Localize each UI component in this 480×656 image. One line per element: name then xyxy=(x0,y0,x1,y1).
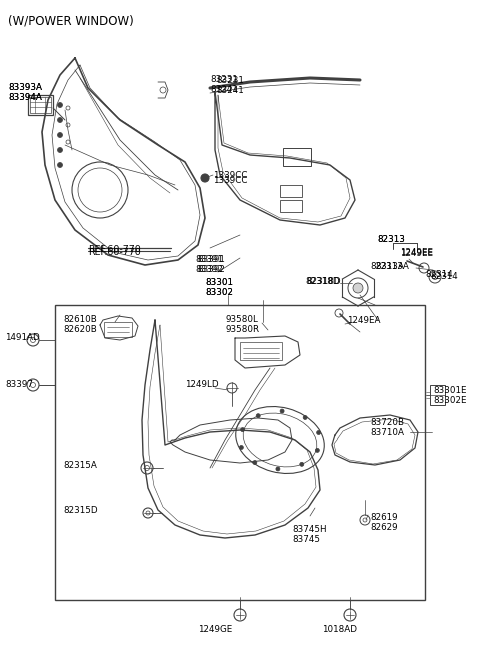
Text: 82315A: 82315A xyxy=(63,461,97,470)
Circle shape xyxy=(58,102,62,108)
Text: 83301E
83302E: 83301E 83302E xyxy=(433,386,467,405)
Text: 1249EA: 1249EA xyxy=(347,316,381,325)
Text: 82314: 82314 xyxy=(430,272,458,281)
Circle shape xyxy=(300,462,304,466)
Text: 82610B
82620B: 82610B 82620B xyxy=(63,315,97,335)
Text: 83397: 83397 xyxy=(5,380,33,389)
Text: 82619
82629: 82619 82629 xyxy=(370,513,397,533)
Text: REF.60-770: REF.60-770 xyxy=(88,248,141,257)
Text: 82313: 82313 xyxy=(377,235,405,244)
Bar xyxy=(55,305,425,600)
Bar xyxy=(30,97,51,113)
Text: 82315D: 82315D xyxy=(63,506,97,515)
Text: 82318D: 82318D xyxy=(306,277,341,286)
Text: 82318D: 82318D xyxy=(305,277,340,286)
Circle shape xyxy=(58,133,62,138)
Circle shape xyxy=(280,409,284,413)
Circle shape xyxy=(201,174,209,182)
Text: 83301
83302: 83301 83302 xyxy=(205,278,233,297)
Text: 83391
83392: 83391 83392 xyxy=(195,255,223,274)
Text: 1339CC: 1339CC xyxy=(213,171,248,180)
Text: 1249EE: 1249EE xyxy=(400,249,433,258)
Text: 82313: 82313 xyxy=(377,235,405,244)
Bar xyxy=(280,200,302,212)
Text: 1018AD: 1018AD xyxy=(322,625,357,634)
Text: 1491AD: 1491AD xyxy=(5,333,40,342)
Bar xyxy=(430,385,445,405)
Circle shape xyxy=(240,445,243,449)
Bar xyxy=(240,342,282,360)
Text: 83393A
83394A: 83393A 83394A xyxy=(8,83,42,102)
Text: 93580L
93580R: 93580L 93580R xyxy=(225,315,259,335)
Circle shape xyxy=(317,430,321,434)
Circle shape xyxy=(58,163,62,167)
Text: 82314: 82314 xyxy=(425,270,453,279)
Circle shape xyxy=(353,283,363,293)
Text: 82313A: 82313A xyxy=(375,262,409,271)
Text: 83391
83392: 83391 83392 xyxy=(197,255,225,274)
Circle shape xyxy=(315,449,319,453)
Bar xyxy=(104,322,132,337)
Text: 1339CC: 1339CC xyxy=(213,176,248,185)
Circle shape xyxy=(240,428,245,432)
Text: 1249LD: 1249LD xyxy=(185,380,218,389)
Text: 1249GE: 1249GE xyxy=(198,625,232,634)
Text: 1249EE: 1249EE xyxy=(400,248,433,257)
Bar xyxy=(280,185,302,197)
Circle shape xyxy=(303,415,307,419)
Bar xyxy=(283,148,311,166)
Text: 83393A
83394A: 83393A 83394A xyxy=(8,83,42,102)
Text: 83720B
83710A: 83720B 83710A xyxy=(370,418,404,438)
Circle shape xyxy=(253,461,257,464)
Circle shape xyxy=(276,467,280,471)
Text: 82313A: 82313A xyxy=(370,262,404,271)
Text: 83745H
83745: 83745H 83745 xyxy=(292,525,326,544)
Circle shape xyxy=(58,148,62,152)
Text: (W/POWER WINDOW): (W/POWER WINDOW) xyxy=(8,14,134,27)
Bar xyxy=(28,95,53,115)
Circle shape xyxy=(256,414,260,418)
Text: 83231
83241: 83231 83241 xyxy=(210,75,238,94)
Text: 83301
83302: 83301 83302 xyxy=(205,278,233,297)
Text: 83231
83241: 83231 83241 xyxy=(216,76,244,95)
Text: REF.60-770: REF.60-770 xyxy=(88,245,141,254)
Circle shape xyxy=(58,117,62,123)
